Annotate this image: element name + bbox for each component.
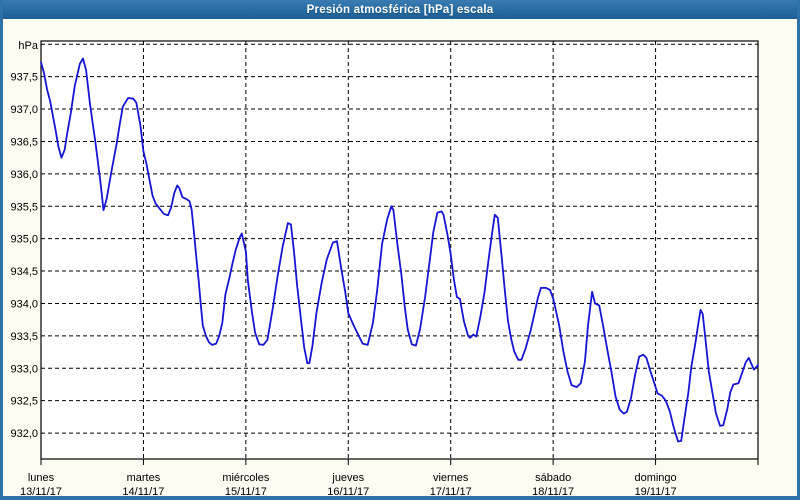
x-day-label: miércoles xyxy=(222,472,270,484)
y-tick-label: 935,5 xyxy=(10,201,38,213)
pressure-line xyxy=(40,57,759,443)
plot-background xyxy=(41,41,758,459)
y-axis-unit-label: hPa xyxy=(18,40,38,52)
chart-area: hPa 932,0 932,5 933,0 933,5 934,0 934,5 935,0 9… xyxy=(3,19,797,498)
x-date-label: 13/11/17 xyxy=(20,486,62,498)
x-date-label: 19/11/17 xyxy=(635,486,677,498)
pressure-line-chart: 932,0 932,5 933,0 933,5 934,0 934,5 935,0 935,5… xyxy=(10,40,759,498)
x-date-label: 17/11/17 xyxy=(430,486,472,498)
x-day-label: jueves xyxy=(331,472,364,484)
x-date-label: 14/11/17 xyxy=(122,486,164,498)
y-tick-label: 935,0 xyxy=(10,234,38,246)
x-date-label: 18/11/17 xyxy=(532,486,574,498)
y-tick-label: 932,0 xyxy=(10,428,38,440)
y-tick-label: 936,5 xyxy=(10,136,38,148)
y-tick-label: 933,5 xyxy=(10,331,38,343)
chart-title-bar: Presión atmosférica [hPa] escala xyxy=(3,0,797,19)
y-tick-label: 934,5 xyxy=(10,266,38,278)
y-tick-label: 934,0 xyxy=(10,298,38,310)
chart-title: Presión atmosférica [hPa] escala xyxy=(306,3,494,16)
x-day-label: martes xyxy=(127,472,161,484)
y-tick-label: 932,5 xyxy=(10,396,38,408)
x-day-label: domingo xyxy=(634,472,676,484)
y-tick-label: 937,5 xyxy=(10,72,38,84)
y-tick-label: 937,0 xyxy=(10,104,38,116)
y-tick-label: 936,0 xyxy=(10,169,38,181)
plot-frame xyxy=(40,40,759,460)
x-day-label: viernes xyxy=(433,472,469,484)
x-day-label: lunes xyxy=(28,472,55,484)
x-day-label: sábado xyxy=(535,472,571,484)
x-date-label: 16/11/17 xyxy=(327,486,369,498)
y-tick-label: 933,0 xyxy=(10,363,38,375)
x-date-label: 15/11/17 xyxy=(225,486,267,498)
